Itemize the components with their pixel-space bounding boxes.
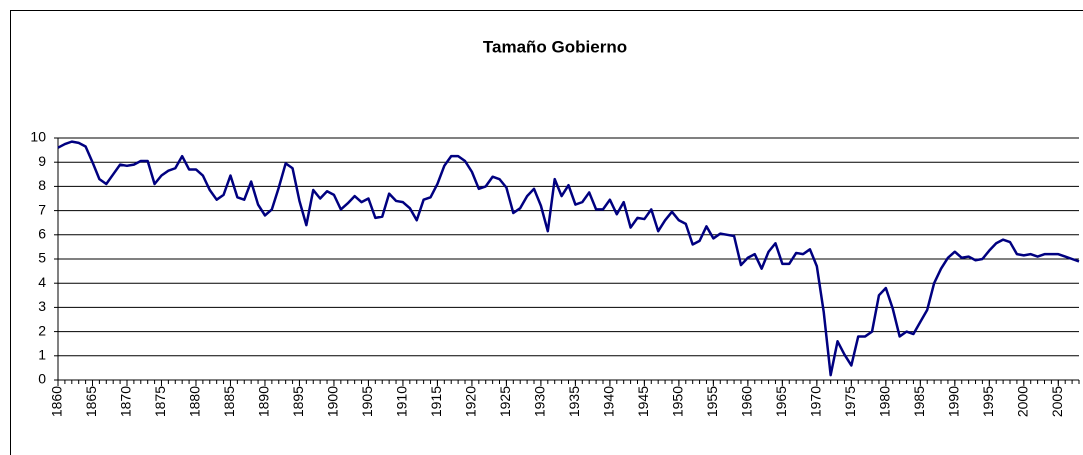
x-tick-label: 1985 xyxy=(911,386,927,417)
x-tick-label: 1920 xyxy=(463,386,479,417)
x-tick-label: 2000 xyxy=(1015,386,1031,417)
x-tick-label: 1940 xyxy=(601,386,617,417)
x-tick-label: 1880 xyxy=(187,386,203,417)
x-tick-label: 1910 xyxy=(394,386,410,417)
y-tick-label: 1 xyxy=(38,347,46,363)
y-tick-label: 0 xyxy=(38,371,46,387)
data-line xyxy=(57,140,1080,377)
x-tick-label: 1975 xyxy=(842,386,858,417)
y-tick-label: 8 xyxy=(38,177,46,193)
x-tick-label: 1950 xyxy=(670,386,686,417)
x-tick-label: 1875 xyxy=(152,386,168,417)
y-tick-label: 2 xyxy=(38,322,46,338)
x-tick-label: 1990 xyxy=(946,386,962,417)
x-tick-label: 1925 xyxy=(497,386,513,417)
x-tick-label: 1945 xyxy=(635,386,651,417)
x-tick-label: 1960 xyxy=(739,386,755,417)
x-tick-label: 1865 xyxy=(83,386,99,417)
chart-title: Tamaño Gobierno xyxy=(483,37,627,56)
x-tick-label: 1955 xyxy=(704,386,720,417)
x-tick-label: 1965 xyxy=(773,386,789,417)
x-tick-label: 1870 xyxy=(118,386,134,417)
x-tick-label: 1890 xyxy=(256,386,272,417)
y-tick-label: 4 xyxy=(38,274,46,290)
y-tick-label: 3 xyxy=(38,298,46,314)
x-tick-label: 1900 xyxy=(325,386,341,417)
y-tick-label: 7 xyxy=(38,201,46,217)
x-tick-label: 1905 xyxy=(359,386,375,417)
x-tick-label: 2005 xyxy=(1049,386,1065,417)
x-tick-label: 1895 xyxy=(290,386,306,417)
y-tick-label: 10 xyxy=(30,129,46,145)
y-tick-label: 6 xyxy=(38,226,46,242)
y-tick-label: 9 xyxy=(38,153,46,169)
x-tick-label: 1885 xyxy=(221,386,237,417)
x-tick-label: 1995 xyxy=(980,386,996,417)
x-tick-label: 1970 xyxy=(808,386,824,417)
x-tick-label: 1935 xyxy=(566,386,582,417)
y-tick-label: 5 xyxy=(38,250,46,266)
x-tick-label: 1915 xyxy=(428,386,444,417)
x-tick-label: 1980 xyxy=(877,386,893,417)
x-tick-label: 1860 xyxy=(49,386,65,417)
x-tick-label: 1930 xyxy=(532,386,548,417)
